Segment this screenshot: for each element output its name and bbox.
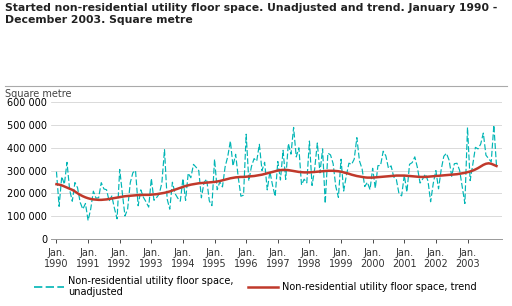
Text: Jan.: Jan. (48, 248, 66, 258)
Text: Jan.: Jan. (458, 248, 477, 258)
Text: Jan.: Jan. (174, 248, 192, 258)
Text: 2000: 2000 (360, 259, 385, 269)
Text: 1993: 1993 (139, 259, 163, 269)
Text: 2001: 2001 (392, 259, 417, 269)
Text: Jan.: Jan. (427, 248, 445, 258)
Text: Started non-residential utility floor space. Unadjusted and trend. January 1990 : Started non-residential utility floor sp… (5, 3, 498, 25)
Text: Jan.: Jan. (79, 248, 97, 258)
Text: 1991: 1991 (76, 259, 100, 269)
Legend: Non-residential utility floor space,
unadjusted, Non-residential utility floor s: Non-residential utility floor space, una… (30, 272, 481, 301)
Text: Jan.: Jan. (332, 248, 350, 258)
Text: 1992: 1992 (108, 259, 132, 269)
Text: Jan.: Jan. (111, 248, 129, 258)
Text: 1997: 1997 (266, 259, 290, 269)
Text: 2003: 2003 (455, 259, 480, 269)
Text: 2002: 2002 (423, 259, 449, 269)
Text: Square metre: Square metre (5, 89, 72, 99)
Text: Jan.: Jan. (237, 248, 255, 258)
Text: 1995: 1995 (202, 259, 227, 269)
Text: Jan.: Jan. (142, 248, 160, 258)
Text: Jan.: Jan. (395, 248, 413, 258)
Text: 1994: 1994 (170, 259, 195, 269)
Text: Jan.: Jan. (364, 248, 382, 258)
Text: 1999: 1999 (329, 259, 353, 269)
Text: 1996: 1996 (234, 259, 259, 269)
Text: Jan.: Jan. (269, 248, 287, 258)
Text: Jan.: Jan. (301, 248, 318, 258)
Text: 1990: 1990 (44, 259, 69, 269)
Text: Jan.: Jan. (205, 248, 224, 258)
Text: 1998: 1998 (297, 259, 322, 269)
